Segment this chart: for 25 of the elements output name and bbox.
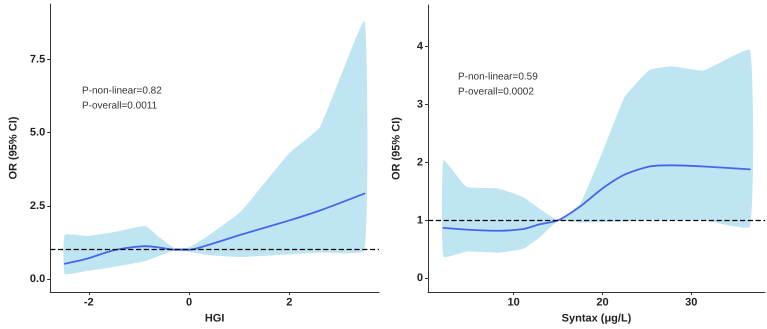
x-tick-label: 30 <box>685 296 698 309</box>
x-tick-label: -2 <box>84 296 94 309</box>
line-series <box>442 164 751 232</box>
x-tick-label: 10 <box>508 296 520 309</box>
x-axis-title: HGI <box>204 312 224 324</box>
annotation: P-overall=0.0011 <box>82 100 158 112</box>
x-tick-label: 2 <box>286 296 292 309</box>
annotation: P-non-linear=0.59 <box>458 72 538 82</box>
y-tick-label: 3 <box>416 98 423 111</box>
annotation: P-overall=0.0002 <box>458 86 534 98</box>
y-tick-label: 0 <box>416 272 423 284</box>
y-tick-label: 2 <box>416 156 423 168</box>
y-tick-label: 2.5 <box>30 200 46 212</box>
y-tick-label: 1 <box>416 214 423 226</box>
x-axis-title: Syntax (μg/L) <box>562 312 632 324</box>
line-series <box>64 192 366 265</box>
y-tick-label: 4 <box>416 40 424 53</box>
x-tick-label: 20 <box>596 296 609 309</box>
y-tick-label: 7.5 <box>30 54 46 66</box>
y-axis-title: OR (95% CI) <box>390 116 402 180</box>
annotation: P-non-linear=0.82 <box>82 86 162 96</box>
y-axis-title: OR (95% CI) <box>8 116 20 180</box>
x-tick-label: 0 <box>186 296 192 309</box>
y-tick-label: 5.0 <box>30 126 46 139</box>
y-tick-label: 0.0 <box>30 272 46 285</box>
